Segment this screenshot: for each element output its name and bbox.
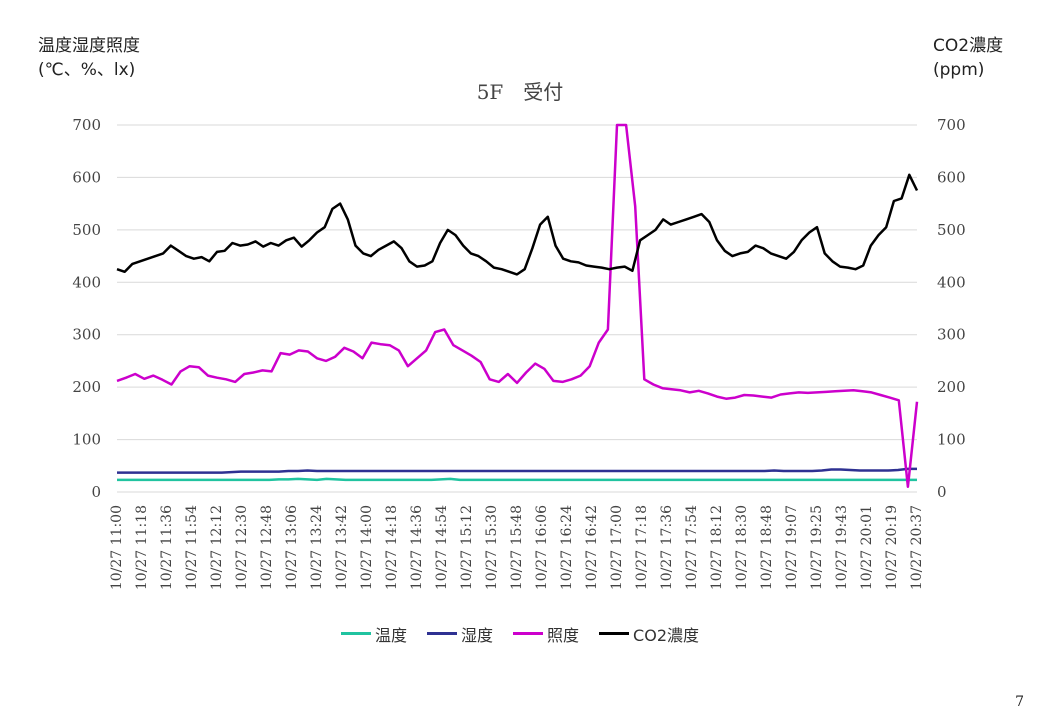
- x-tick-label: 10/27 13:24: [309, 505, 325, 590]
- y2-tick-label: 500: [937, 221, 966, 239]
- y2-tick-label: 300: [937, 326, 966, 344]
- x-tick-label: 10/27 20:01: [859, 505, 875, 590]
- x-tick-label: 10/27 17:36: [659, 505, 675, 590]
- chart-legend: 温度 湿度 照度 CO2濃度: [0, 620, 1040, 646]
- x-tick-label: 10/27 11:18: [134, 505, 150, 590]
- series-line-湿度: [117, 467, 917, 474]
- x-tick-label: 10/27 17:54: [684, 505, 700, 590]
- x-tick-label: 10/27 12:12: [209, 505, 225, 590]
- y2-tick-label: 600: [937, 168, 966, 186]
- legend-item: 湿度: [427, 622, 493, 646]
- series-line-照度: [116, 123, 919, 489]
- x-tick-label: 10/27 20:19: [884, 505, 900, 590]
- x-tick-label: 10/27 11:36: [159, 505, 175, 590]
- x-tick-label: 10/27 12:48: [259, 505, 275, 590]
- y-tick-label: 100: [72, 431, 101, 449]
- x-tick-label: 10/27 18:48: [759, 505, 775, 590]
- x-tick-label: 10/27 16:06: [534, 505, 550, 590]
- left-axis-title-line-1: 温度湿度照度: [38, 36, 140, 56]
- legend-item: 温度: [341, 622, 407, 646]
- x-tick-label: 10/27 12:30: [234, 505, 250, 590]
- x-tick-label: 10/27 15:30: [484, 505, 500, 590]
- legend-swatch: [513, 632, 544, 635]
- y2-tick-label: 100: [937, 431, 966, 449]
- x-tick-label: 10/27 20:37: [909, 505, 925, 590]
- left-axis-title: 温度湿度照度 (℃、%、lx): [38, 34, 140, 82]
- x-tick-label: 10/27 14:18: [384, 505, 400, 590]
- series-line-CO2濃度: [116, 173, 919, 276]
- legend-label: 湿度: [461, 625, 494, 645]
- legend-swatch: [341, 632, 371, 635]
- x-tick-label: 10/27 19:25: [809, 505, 825, 590]
- y2-tick-label: 400: [937, 273, 966, 291]
- legend-label: 温度: [375, 625, 408, 645]
- x-tick-label: 10/27 17:18: [634, 505, 650, 590]
- right-axis-title: CO2濃度 (ppm): [933, 34, 1003, 82]
- y-tick-label: 200: [72, 378, 101, 396]
- left-axis-title-line-2: (℃、%、lx): [38, 60, 136, 80]
- series-line-温度: [117, 477, 917, 482]
- x-tick-label: 10/27 18:30: [734, 505, 750, 590]
- legend-label: CO2濃度: [633, 625, 699, 645]
- y2-tick-label: 200: [937, 378, 966, 396]
- y2-tick-label: 700: [937, 116, 966, 134]
- legend-label: 照度: [547, 625, 580, 645]
- y2-tick-label: 0: [937, 483, 947, 501]
- page-number: 7: [1015, 694, 1024, 710]
- legend-item: CO2濃度: [599, 622, 699, 646]
- y-tick-label: 300: [72, 326, 101, 344]
- right-axis-title-line-2: (ppm): [933, 60, 985, 80]
- x-tick-label: 10/27 14:54: [434, 505, 450, 590]
- y-tick-label: 0: [91, 483, 101, 501]
- x-tick-label: 10/27 19:43: [834, 505, 850, 590]
- y-tick-label: 500: [72, 221, 101, 239]
- x-tick-label: 10/27 13:06: [284, 505, 300, 590]
- x-tick-label: 10/27 13:42: [334, 505, 350, 590]
- y-tick-label: 600: [72, 168, 101, 186]
- legend-item: 照度: [513, 622, 579, 646]
- y-tick-label: 400: [72, 273, 101, 291]
- right-axis-title-line-1: CO2濃度: [933, 36, 1004, 56]
- y-tick-label: 700: [72, 116, 101, 134]
- x-tick-label: 10/27 15:12: [459, 505, 475, 590]
- x-tick-label: 10/27 16:42: [584, 505, 600, 590]
- x-tick-label: 10/27 15:48: [509, 505, 525, 590]
- legend-swatch: [599, 632, 630, 635]
- x-tick-label: 10/27 14:36: [409, 505, 425, 590]
- x-tick-label: 10/27 18:12: [709, 505, 725, 590]
- chart-title: 5F 受付: [476, 80, 564, 104]
- x-tick-label: 10/27 11:54: [184, 505, 200, 590]
- x-tick-label: 10/27 16:24: [559, 505, 575, 590]
- x-tick-label: 10/27 17:00: [609, 505, 625, 590]
- x-tick-label: 10/27 19:07: [784, 505, 800, 590]
- x-tick-label: 10/27 11:00: [109, 505, 125, 590]
- x-tick-label: 10/27 14:00: [359, 505, 375, 590]
- legend-swatch: [427, 632, 458, 635]
